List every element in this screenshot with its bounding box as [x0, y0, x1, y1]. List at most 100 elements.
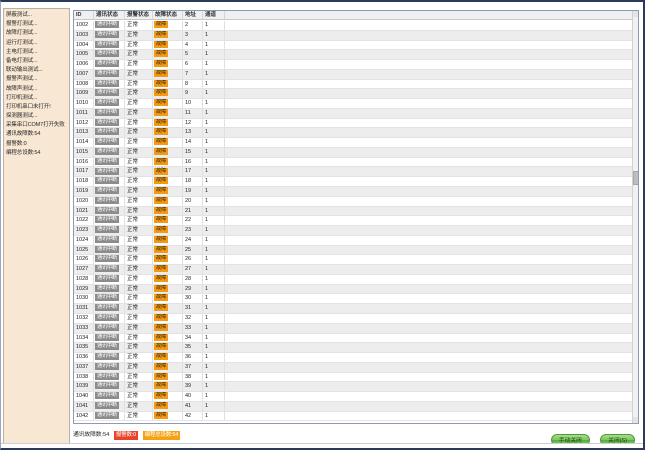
cell-comm-status: 通讯中断: [94, 382, 125, 392]
table-row[interactable]: 1011 通讯中断 正常 故障 11 1: [74, 108, 634, 119]
table-row[interactable]: 1031 通讯中断 正常 故障 31 1: [74, 304, 634, 314]
table-row[interactable]: 1007 通讯中断 正常 故障 7 1: [74, 69, 634, 80]
log-item[interactable]: 故障灯测试...: [6, 30, 38, 37]
cell-alarm-status: 正常: [125, 147, 153, 157]
cell-comm-status: 通讯中断: [94, 108, 125, 118]
table-row[interactable]: 1021 通讯中断 正常 故障 21 1: [74, 206, 634, 217]
column-header-address[interactable]: 地址: [183, 11, 203, 19]
log-item[interactable]: 打印机测试...: [6, 94, 38, 101]
log-item[interactable]: 报警数:0: [6, 140, 27, 147]
table-row[interactable]: 1017 通讯中断 正常 故障 17 1: [74, 167, 634, 178]
table-row[interactable]: 1033 通讯中断 正常 故障 33 1: [74, 323, 634, 334]
cell-channel: 1: [203, 362, 225, 372]
log-item[interactable]: 报警声测试...: [6, 76, 38, 83]
table-row[interactable]: 1010 通讯中断 正常 故障 10 1: [74, 99, 634, 109]
grid-vertical-scrollbar[interactable]: [632, 11, 638, 423]
cell-id: 1039: [74, 382, 94, 392]
log-item[interactable]: 备电灯测试...: [6, 57, 38, 64]
table-row[interactable]: 1022 通讯中断 正常 故障 22 1: [74, 216, 634, 227]
device-status-grid[interactable]: ID 通讯状态 报警状态 故障状态 地址 通道 1002 通讯中断 正常 故障 2 1 10…: [73, 10, 639, 424]
cell-fault-status-badge: 故障: [154, 138, 168, 146]
table-row[interactable]: 1008 通讯中断 正常 故障 8 1: [74, 79, 634, 90]
log-item[interactable]: 联动输出测试...: [6, 67, 43, 74]
cell-id: 1018: [74, 177, 94, 187]
log-item[interactable]: 运行灯测试...: [6, 39, 38, 46]
scroll-down-arrow-icon[interactable]: [633, 417, 638, 423]
column-header-fault-status[interactable]: 故障状态: [153, 11, 183, 19]
cell-channel: 1: [203, 401, 225, 411]
table-row[interactable]: 1025 通讯中断 正常 故障 25 1: [74, 245, 634, 256]
cell-id: 1009: [74, 89, 94, 99]
cell-comm-status: 通讯中断: [94, 333, 125, 343]
table-row[interactable]: 1030 通讯中断 正常 故障 30 1: [74, 294, 634, 305]
cell-alarm-status: 正常: [125, 50, 153, 60]
cell-address: 6: [183, 60, 203, 69]
table-row[interactable]: 1023 通讯中断 正常 故障 23 1: [74, 226, 634, 236]
column-header-id[interactable]: ID: [74, 11, 94, 19]
table-row[interactable]: 1002 通讯中断 正常 故障 2 1: [74, 21, 634, 31]
cell-id: 1036: [74, 353, 94, 362]
cell-spacer: [225, 41, 634, 50]
table-row[interactable]: 1014 通讯中断 正常 故障 14 1: [74, 138, 634, 148]
table-row[interactable]: 1016 通讯中断 正常 故障 16 1: [74, 157, 634, 168]
table-row[interactable]: 1006 通讯中断 正常 故障 6 1: [74, 60, 634, 70]
log-list-panel[interactable]: 屏蔽测试... 报警灯测试... 故障灯测试... 运行灯测试... 主电灯测试... 备…: [3, 8, 70, 446]
table-row[interactable]: 1024 通讯中断 正常 故障 24 1: [74, 235, 634, 246]
table-row[interactable]: 1009 通讯中断 正常 故障 9 1: [74, 89, 634, 100]
log-item[interactable]: 报警灯测试...: [6, 21, 38, 28]
table-row[interactable]: 1005 通讯中断 正常 故障 5 1: [74, 50, 634, 61]
cell-channel: 1: [203, 177, 225, 187]
log-item[interactable]: 编程总设数:54: [6, 149, 41, 156]
table-row[interactable]: 1019 通讯中断 正常 故障 19 1: [74, 187, 634, 197]
cell-fault-status: 故障: [153, 196, 183, 206]
table-row[interactable]: 1013 通讯中断 正常 故障 13 1: [74, 128, 634, 139]
table-row[interactable]: 1029 通讯中断 正常 故障 29 1: [74, 284, 634, 295]
table-row[interactable]: 1036 通讯中断 正常 故障 36 1: [74, 353, 634, 363]
grid-body[interactable]: 1002 通讯中断 正常 故障 2 1 1003 通讯中断 正常 故障 3 1 1004 通讯中断 正常 故障…: [74, 21, 634, 423]
log-item[interactable]: 故障声测试...: [6, 85, 38, 92]
table-row[interactable]: 1038 通讯中断 正常 故障 38 1: [74, 372, 634, 383]
cell-comm-status: 通讯中断: [94, 206, 125, 216]
log-item[interactable]: 通讯故障数:54: [6, 131, 41, 138]
table-row[interactable]: 1003 通讯中断 正常 故障 3 1: [74, 30, 634, 41]
scrollbar-thumb[interactable]: [633, 171, 638, 185]
cell-alarm-status: 正常: [125, 323, 153, 333]
table-row[interactable]: 1028 通讯中断 正常 故障 28 1: [74, 274, 634, 285]
cell-channel: 1: [203, 40, 225, 50]
cell-channel: 1: [203, 343, 225, 353]
cell-spacer: [225, 50, 634, 59]
table-row[interactable]: 1032 通讯中断 正常 故障 32 1: [74, 313, 634, 324]
table-row[interactable]: 1012 通讯中断 正常 故障 12 1: [74, 118, 634, 129]
cell-comm-status: 通讯中断: [94, 362, 125, 372]
cell-comm-status-badge: 通讯中断: [95, 226, 119, 234]
scroll-up-arrow-icon[interactable]: [633, 11, 638, 17]
table-row[interactable]: 1037 通讯中断 正常 故障 37 1: [74, 362, 634, 373]
table-row[interactable]: 1020 通讯中断 正常 故障 20 1: [74, 196, 634, 207]
column-header-alarm-status[interactable]: 报警状态: [125, 11, 153, 19]
table-row[interactable]: 1027 通讯中断 正常 故障 27 1: [74, 265, 634, 275]
log-item[interactable]: 主电灯测试...: [6, 48, 38, 55]
log-item[interactable]: 打印机串口未打开!: [6, 103, 51, 110]
table-row[interactable]: 1018 通讯中断 正常 故障 18 1: [74, 177, 634, 188]
cell-comm-status-badge: 通讯中断: [95, 79, 119, 87]
cell-fault-status-badge: 故障: [154, 245, 168, 253]
table-row[interactable]: 1034 通讯中断 正常 故障 34 1: [74, 333, 634, 344]
table-row[interactable]: 1039 通讯中断 正常 故障 39 1: [74, 382, 634, 393]
cell-address: 7: [183, 69, 203, 79]
table-row[interactable]: 1004 通讯中断 正常 故障 4 1: [74, 40, 634, 51]
table-row[interactable]: 1015 通讯中断 正常 故障 15 1: [74, 147, 634, 158]
column-header-channel[interactable]: 通道: [203, 11, 225, 19]
log-item[interactable]: 采集串口COM7打开失败: [6, 122, 65, 129]
table-row[interactable]: 1026 通讯中断 正常 故障 26 1: [74, 255, 634, 266]
table-row[interactable]: 1035 通讯中断 正常 故障 35 1: [74, 343, 634, 354]
log-item[interactable]: 屏蔽测试...: [6, 12, 32, 18]
table-row[interactable]: 1042 通讯中断 正常 故障 42 1: [74, 411, 634, 422]
cell-id: 1022: [74, 216, 94, 226]
cell-channel: 1: [203, 206, 225, 216]
table-row[interactable]: 1040 通讯中断 正常 故障 40 1: [74, 392, 634, 402]
table-row[interactable]: 1041 通讯中断 正常 故障 41 1: [74, 401, 634, 412]
column-header-comm-status[interactable]: 通讯状态: [94, 11, 125, 19]
log-item[interactable]: 探测器测试...: [6, 113, 38, 120]
cell-fault-status: 故障: [153, 89, 183, 99]
